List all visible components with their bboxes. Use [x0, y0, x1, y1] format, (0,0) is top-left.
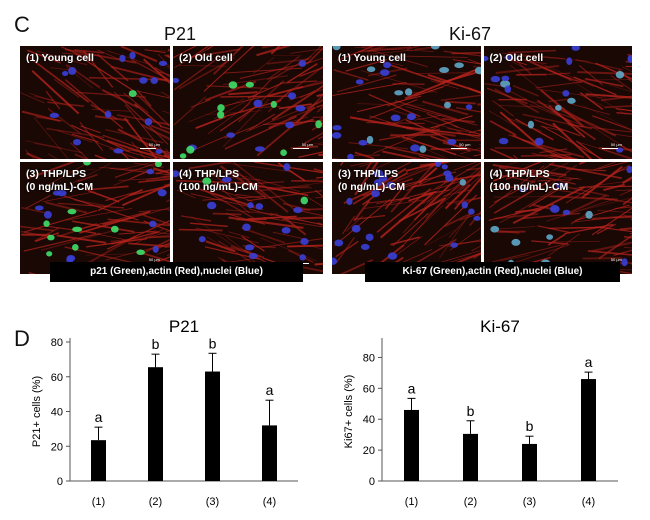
y-axis-label: P21+ cells (%): [31, 376, 43, 447]
significance-letter: b: [467, 403, 475, 419]
y-tick-label: 0: [57, 476, 63, 488]
significance-letter: a: [585, 354, 593, 370]
y-tick-label: 80: [51, 337, 63, 349]
y-tick-label: 40: [51, 407, 63, 419]
significance-letter: a: [95, 409, 103, 425]
scale-bar-label: 50 µm: [610, 141, 622, 147]
micrograph-label: (3) THP/LPS (0 ng/mL)-CM: [338, 167, 406, 193]
ki67-bar-chart: Ki-67 0 20 40 60 80 Ki67+ cells (%) a (1) b (2) b (3…: [343, 317, 618, 508]
scale-bar-label: 50 µm: [148, 257, 160, 262]
significance-letter: b: [209, 335, 217, 351]
bar: [91, 440, 106, 481]
p21-stain-caption: p21 (Green),actin (Red),nuclei (Blue): [50, 262, 303, 282]
micrograph-ki67-cm100: (4) THP/LPS (100 ng/mL)-CM 50 µm: [483, 161, 632, 274]
bar: [463, 433, 478, 481]
micrograph-p21-cm0: (3) THP/LPS (0 ng/mL)-CM 50 µm: [20, 161, 170, 274]
x-tick-label: (2): [464, 496, 477, 508]
chart-title: P21: [169, 317, 199, 336]
x-tick-label: (1): [405, 496, 418, 508]
significance-letter: a: [266, 382, 274, 398]
scale-bar-label: 50 µm: [459, 141, 471, 147]
y-tick-label: 80: [363, 352, 375, 364]
y-axis-label: Ki67+ cells (%): [343, 375, 355, 449]
p21-bar-chart: P21 0 20 40 60 80 P21+ cells (%) a (1) b (2) b (3) a (…: [31, 317, 298, 508]
scale-bar-label: 50 µm: [301, 141, 313, 147]
y-tick-label: 20: [51, 441, 63, 453]
micrograph-texture: [332, 161, 481, 274]
bar: [522, 443, 537, 481]
panel-letter-d: D: [14, 326, 30, 351]
scale-bar: [450, 147, 467, 149]
bar: [205, 371, 220, 481]
scale-bar: [293, 147, 309, 149]
micrograph-p21-old: (2) Old cell 50 µm: [173, 46, 323, 159]
y-tick-label: 20: [363, 445, 375, 457]
micrograph-p21-cm100: (4) THP/LPS (100 ng/mL)-CM: [173, 161, 323, 274]
bar: [581, 379, 596, 481]
micrograph-label: (2) Old cell: [179, 52, 233, 64]
micrograph-label: (4) THP/LPS (100 ng/mL)-CM: [179, 167, 258, 193]
micrograph-texture: [483, 46, 632, 159]
micrograph-texture: [20, 46, 170, 159]
y-tick-label: 60: [51, 372, 63, 384]
micrograph-p21-young: (1) Young cell 50 µm: [20, 46, 170, 159]
ki67-stain-caption: Ki-67 (Green),actin (Red),nuclei (Blue): [365, 262, 620, 282]
y-tick-label: 40: [363, 414, 375, 426]
significance-letter: a: [408, 380, 416, 396]
panel-letter-c: C: [14, 12, 30, 37]
y-tick-label: 60: [363, 383, 375, 395]
micrograph-ki67-old: (2) Old cell 50 µm: [483, 46, 632, 159]
micrograph-texture: [483, 161, 632, 274]
micrograph-texture: [173, 161, 323, 274]
ki67-image-grid: (1) Young cell 50 µm (2) Old cell 50 µm (3…: [332, 46, 632, 274]
scale-bar-label: 50 µm: [610, 257, 622, 262]
x-tick-label: (3): [523, 496, 536, 508]
micrograph-label: (2) Old cell: [489, 52, 544, 64]
micrograph-ki67-young: (1) Young cell 50 µm: [332, 46, 481, 159]
x-tick-label: (3): [206, 496, 219, 508]
x-tick-label: (4): [582, 496, 595, 508]
micrograph-texture: [332, 46, 481, 159]
x-tick-label: (1): [92, 496, 105, 508]
significance-letter: b: [526, 418, 534, 434]
p21-image-grid: (1) Young cell 50 µm (2) Old cell 50 µm (3…: [20, 46, 323, 274]
chart-title: Ki-67: [480, 317, 520, 336]
micrograph-label: (1) Young cell: [338, 52, 406, 64]
micrograph-texture: [173, 46, 323, 159]
micrograph-label: (1) Young cell: [26, 52, 94, 64]
bar: [404, 409, 419, 481]
ki67-section-title: Ki-67: [448, 24, 492, 44]
micrograph-label: (4) THP/LPS (100 ng/mL)-CM: [489, 167, 569, 193]
micrograph-ki67-cm0: (3) THP/LPS (0 ng/mL)-CM: [332, 161, 481, 274]
p21-section-title: P21: [163, 24, 197, 44]
bar: [262, 425, 277, 481]
scale-bar: [140, 147, 156, 149]
x-tick-label: (2): [149, 496, 162, 508]
y-tick-label: 0: [369, 476, 375, 488]
scale-bar-label: 50 µm: [148, 141, 160, 147]
micrograph-label: (3) THP/LPS (0 ng/mL)-CM: [26, 167, 94, 193]
x-tick-label: (4): [263, 496, 276, 508]
scale-bar: [602, 147, 618, 149]
bar: [148, 367, 163, 481]
significance-letter: b: [152, 336, 160, 352]
